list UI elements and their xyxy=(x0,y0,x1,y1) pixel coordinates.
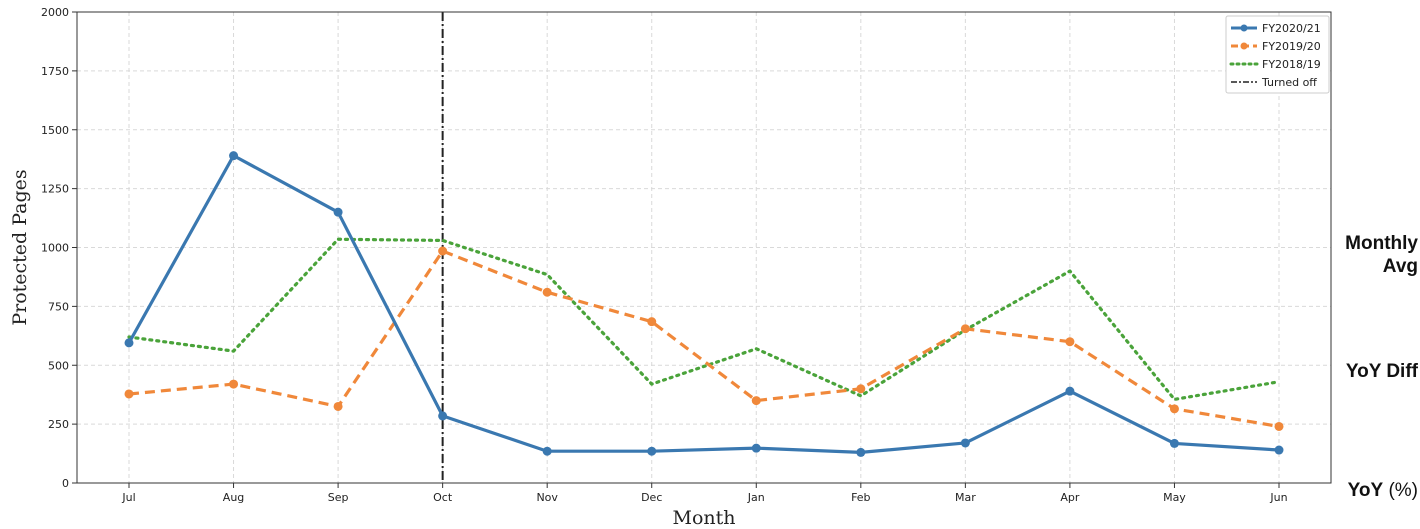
data-point xyxy=(333,401,343,411)
y-tick-label: 500 xyxy=(48,359,69,372)
x-tick-label: Jul xyxy=(121,491,135,504)
data-point xyxy=(1169,438,1179,448)
y-tick-label: 0 xyxy=(62,477,69,490)
data-point xyxy=(1274,421,1284,431)
data-point xyxy=(124,389,134,399)
x-tick-label: Mar xyxy=(955,491,976,504)
series-fy2019-20 xyxy=(124,246,1284,431)
data-point xyxy=(1169,404,1179,414)
yoy-label-suffix: (%) xyxy=(1383,480,1418,501)
legend-item: Turned off xyxy=(1231,76,1317,89)
legend-box xyxy=(1225,15,1330,94)
y-tick-label: 250 xyxy=(48,418,69,431)
y-tick-label: 1000 xyxy=(41,242,69,255)
legend: FY2020/21 FY2019/20 FY2018/19 Turned off xyxy=(1225,15,1330,94)
legend-label: FY2019/20 xyxy=(1262,40,1321,53)
data-point xyxy=(960,324,970,334)
x-tick-label: Jun xyxy=(1269,491,1287,504)
data-point xyxy=(1065,386,1075,396)
data-point xyxy=(229,151,239,161)
data-point xyxy=(1065,337,1075,347)
x-tick-label: Nov xyxy=(536,491,558,504)
y-tick-label: 2000 xyxy=(41,6,69,19)
series-fy2018-19 xyxy=(127,237,1281,401)
plot-frame xyxy=(76,11,1332,484)
data-point xyxy=(647,446,657,456)
series-line xyxy=(127,237,1281,401)
data-point xyxy=(751,396,761,406)
y-tick-label: 1500 xyxy=(41,124,69,137)
data-point xyxy=(438,411,448,421)
x-tick-label: Feb xyxy=(851,491,870,504)
yoy-diff-label: YoY Diff xyxy=(1345,361,1418,382)
y-tick-label: 750 xyxy=(48,300,69,313)
legend-label: FY2018/19 xyxy=(1262,58,1321,71)
yoy-percent-label: YoY (%) xyxy=(1348,479,1418,502)
legend-label: FY2020/21 xyxy=(1262,22,1321,35)
x-tick-label: Aug xyxy=(223,491,244,504)
yoy-label-bold: YoY xyxy=(1347,480,1384,501)
x-tick-label: May xyxy=(1163,491,1186,504)
data-point xyxy=(1274,445,1284,455)
data-point xyxy=(229,379,239,389)
y-tick-label: 1250 xyxy=(41,183,69,196)
data-point xyxy=(856,384,866,394)
y-tick-label: 1750 xyxy=(41,65,69,78)
series-line xyxy=(127,154,1280,454)
x-axis-ticks: Jul Aug Sep Oct Nov Dec Jan Feb Mar Apr May Jun xyxy=(121,483,1288,504)
data-point xyxy=(333,207,343,217)
data-point xyxy=(542,287,552,297)
data-point xyxy=(960,438,970,448)
data-point xyxy=(542,446,552,456)
legend-item: FY2019/20 xyxy=(1231,40,1321,53)
legend-item: FY2020/21 xyxy=(1231,22,1321,35)
data-point xyxy=(647,317,657,327)
legend-item: FY2018/19 xyxy=(1229,58,1321,71)
monthly-avg-label: Monthly Avg xyxy=(1345,233,1418,277)
legend-label: Turned off xyxy=(1261,76,1317,89)
y-axis-title: Protected Pages xyxy=(9,169,31,325)
x-axis-title: Month xyxy=(672,507,735,529)
legend-marker xyxy=(1240,24,1248,32)
x-tick-label: Apr xyxy=(1060,491,1080,504)
data-point xyxy=(856,447,866,457)
x-tick-label: Dec xyxy=(641,491,662,504)
x-tick-label: Sep xyxy=(328,491,349,504)
y-axis-ticks: 0 250 500 750 1000 1250 1500 1750 2000 xyxy=(41,6,77,490)
data-point xyxy=(438,246,448,256)
series-line xyxy=(128,249,1280,429)
data-point xyxy=(751,443,761,453)
x-tick-label: Jan xyxy=(747,491,765,504)
series-layer xyxy=(124,12,1284,483)
x-tick-label: Oct xyxy=(433,491,453,504)
legend-marker xyxy=(1240,42,1248,50)
grid-lines xyxy=(77,11,1331,484)
series-fy2020-21 xyxy=(124,151,1284,457)
data-point xyxy=(124,338,134,348)
